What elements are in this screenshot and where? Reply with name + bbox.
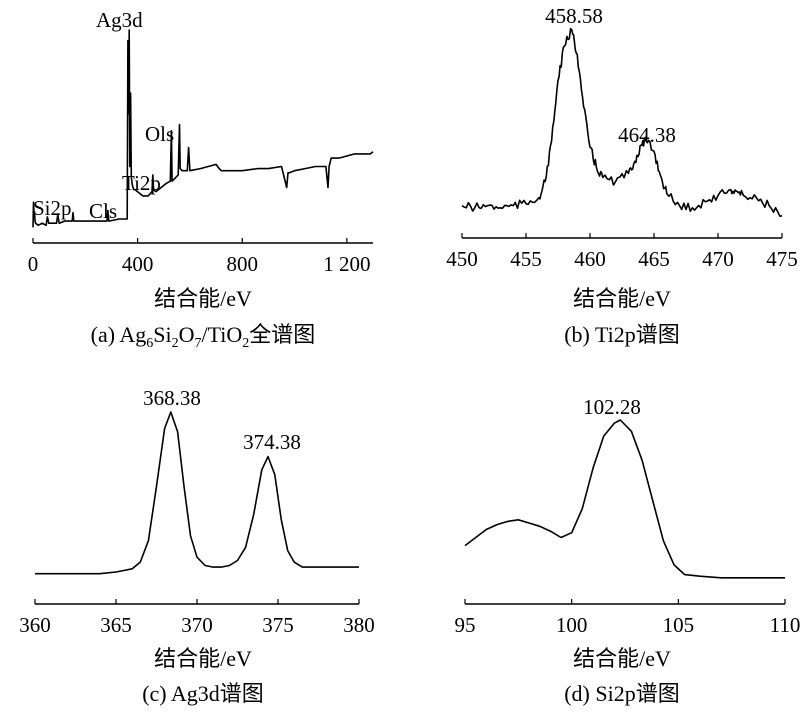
x-tick-label: 110 bbox=[770, 613, 800, 637]
x-tick-label: 470 bbox=[702, 247, 734, 271]
x-tick-label: 1 200 bbox=[323, 252, 370, 276]
x-tick-label: 100 bbox=[556, 613, 588, 637]
panel-c-x-ticks: 360 365 370 375 380 bbox=[19, 599, 375, 637]
panel-c-x-axis-title: 结合能/eV bbox=[154, 646, 252, 671]
x-tick-label: 450 bbox=[446, 247, 478, 271]
si2p-spectrum-line bbox=[464, 419, 785, 579]
x-tick-label: 370 bbox=[181, 613, 213, 637]
panel-a-x-ticks: 0 400 800 1 200 bbox=[28, 238, 370, 276]
x-tick-label: 360 bbox=[19, 613, 51, 637]
peak-label-102-28: 102.28 bbox=[583, 395, 641, 419]
x-tick-label: 95 bbox=[455, 613, 476, 637]
peak-label-ag3d: Ag3d bbox=[96, 8, 143, 32]
peak-label-374-38: 374.38 bbox=[243, 430, 301, 454]
x-tick-label: 460 bbox=[574, 247, 606, 271]
x-tick-label: 0 bbox=[28, 252, 39, 276]
x-tick-label: 380 bbox=[343, 613, 375, 637]
panel-c-caption: (c) Ag3d谱图 bbox=[142, 681, 264, 706]
x-tick-label: 400 bbox=[122, 252, 154, 276]
panel-d-si2p-spectrum: 95 100 105 110 102.28 结合能/eV (d) Si2p谱图 bbox=[455, 395, 800, 706]
x-tick-label: 105 bbox=[663, 613, 695, 637]
x-tick-label: 800 bbox=[226, 252, 258, 276]
panel-b-caption: (b) Ti2p谱图 bbox=[564, 322, 680, 347]
peak-label-o1s: Ols bbox=[145, 122, 174, 146]
x-tick-label: 465 bbox=[638, 247, 670, 271]
peak-label-c1s: Cls bbox=[89, 199, 117, 223]
peak-label-458-58: 458.58 bbox=[545, 4, 603, 28]
x-tick-label: 475 bbox=[766, 247, 798, 271]
panel-b-x-ticks: 450 455 460 465 470 475 bbox=[446, 233, 798, 271]
peak-label-464-38: 464.38 bbox=[618, 123, 676, 147]
peak-label-si2p: Si2p bbox=[33, 196, 72, 220]
panel-c-ag3d-spectrum: 360 365 370 375 380 368.38 374.38 结合能/eV (c)… bbox=[19, 386, 375, 706]
ag3d-spectrum-line bbox=[35, 411, 359, 575]
panel-d-x-ticks: 95 100 105 110 bbox=[455, 599, 800, 637]
x-tick-label: 455 bbox=[510, 247, 542, 271]
panel-a-x-axis-title: 结合能/eV bbox=[154, 286, 252, 311]
peak-label-368-38: 368.38 bbox=[143, 386, 201, 410]
panel-d-caption: (d) Si2p谱图 bbox=[564, 681, 680, 706]
panel-b-x-axis-title: 结合能/eV bbox=[573, 286, 671, 311]
survey-spectrum-line bbox=[32, 29, 374, 228]
panel-a-survey-spectrum: 0 400 800 1 200 Ag3d Ols Ti2p Si2p Cls 结合能/… bbox=[28, 8, 374, 351]
panel-b-ti2p-spectrum: 450 455 460 465 470 475 458.58 464.38 结合能/eV … bbox=[446, 4, 798, 347]
ti2p-spectrum-line bbox=[461, 27, 783, 217]
peak-label-ti2p: Ti2p bbox=[122, 171, 161, 195]
panel-d-x-axis-title: 结合能/eV bbox=[573, 646, 671, 671]
x-tick-label: 365 bbox=[100, 613, 132, 637]
panel-a-caption: (a) Ag6Si2O7/TiO2全谱图 bbox=[91, 322, 316, 351]
x-tick-label: 375 bbox=[262, 613, 294, 637]
